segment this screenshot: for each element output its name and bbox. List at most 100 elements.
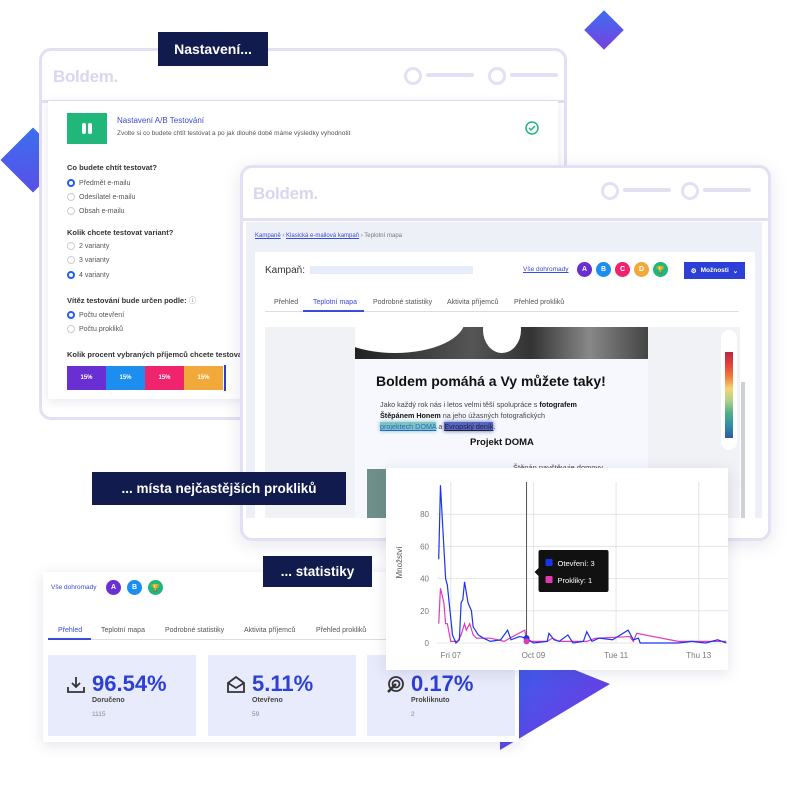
radio-clicks[interactable]: Počtu prokliků [67, 325, 123, 333]
chart-tooltip [538, 550, 609, 592]
activity-chart: 0 20 40 60 80 Fri 07 Oct 09 Tue 11 Thu 13 Množstv… [395, 482, 728, 660]
segment-a: 15% [67, 366, 106, 390]
radio-label: 4 varianty [79, 271, 110, 279]
tab-recipient-activity[interactable]: Aktivita příjemců [244, 627, 296, 634]
email-text-bold: fotografem [539, 400, 577, 409]
test-tubes-icon [67, 113, 107, 144]
campaign-label: Kampaň: [265, 265, 306, 276]
email-subhead: Projekt DOMA [470, 437, 534, 448]
tabs-divider [48, 639, 508, 640]
tab-heatmap[interactable]: Teplotní mapa [313, 299, 357, 306]
callout-stats: ... statistiky [263, 556, 372, 587]
email-text: Jako každý rok nás i letos velmi těší sp… [380, 400, 540, 409]
x-tick-label: Oct 09 [522, 651, 546, 660]
boldem-logo: Boldem. [253, 184, 318, 203]
window-control [681, 182, 753, 200]
radio-label: Počtu otevření [79, 311, 125, 319]
chevron-down-icon: ⌄ [732, 267, 739, 275]
open-envelope-icon [227, 675, 245, 693]
stat-opened: 5.11% Otevřeno 59 [208, 655, 356, 736]
stat-label: Otevřeno [252, 697, 283, 704]
y-tick-label: 20 [420, 607, 429, 616]
breadcrumb-campaign[interactable]: Klasická e-mailová kampaň [286, 233, 360, 239]
tab-overview[interactable]: Přehled [58, 627, 83, 634]
link-projekt-doma[interactable]: projektech DOMA [380, 422, 437, 431]
email-text-bold: Štěpánem Honem [380, 411, 441, 420]
radio-label: 2 varianty [79, 242, 110, 250]
radio-label: Počtu prokliků [79, 325, 123, 333]
hover-point-clicks [523, 638, 530, 645]
y-tick-label: 80 [420, 510, 429, 519]
segment-c: 15% [145, 366, 184, 390]
percent-slider[interactable]: 15% 15% 15% 15% [67, 365, 267, 391]
variant-a[interactable]: A [106, 580, 121, 595]
decor-diamond-top [584, 10, 624, 50]
chart-card: 0 20 40 60 80 Fri 07 Oct 09 Tue 11 Thu 13 Množstv… [386, 468, 728, 670]
segment-b: 15% [106, 366, 145, 390]
question-winner: Vítěz testování bude určen podle: ⓘ [67, 295, 196, 306]
stat-value: 96.54% [92, 671, 167, 696]
radio-label: Odesílatel e-mailu [79, 193, 136, 201]
active-tab-indicator [48, 638, 91, 640]
breadcrumb-campaigns[interactable]: Kampaně [255, 233, 281, 239]
breadcrumb: Kampaně › Klasická e-mailová kampaň › Te… [255, 233, 402, 239]
y-tick-label: 0 [425, 639, 430, 648]
question-percent-label: Kolik procent vybraných příjemců chcete … [67, 350, 248, 359]
campaign-name-field[interactable] [310, 266, 473, 274]
series-line-opens [438, 485, 727, 645]
options-button[interactable]: ⚙ Možnosti ⌄ [684, 262, 745, 279]
tab-heatmap[interactable]: Teplotní mapa [101, 627, 145, 634]
radio-4-variants[interactable]: 4 varianty [67, 271, 109, 279]
all-variants-link[interactable]: Vše dohromady [523, 266, 569, 273]
variant-c[interactable]: C [615, 262, 630, 277]
variant-d[interactable]: D [634, 262, 649, 277]
radio-subject[interactable]: Předmět e-mailu [67, 179, 130, 187]
tooltip-label: Prokliky: 1 [558, 576, 593, 585]
variant-b[interactable]: B [127, 580, 142, 595]
window-control [404, 67, 476, 85]
radio-label: Předmět e-mailu [79, 179, 131, 187]
question-variants: Kolik chcete testovat variant? [67, 228, 174, 237]
radio-sender[interactable]: Odesílatel e-mailu [67, 193, 135, 201]
tab-click-overview[interactable]: Přehled prokliků [514, 299, 565, 306]
radio-opens[interactable]: Počtu otevření [67, 311, 124, 319]
tooltip-swatch [545, 576, 553, 583]
email-text: . [493, 422, 496, 431]
slider-handle[interactable] [224, 365, 226, 391]
radio-label: 3 varianty [79, 256, 110, 264]
callout-clicks: ... místa nejčastějších prokliků [92, 472, 346, 505]
window-control [488, 67, 560, 85]
radio-2-variants[interactable]: 2 varianty [67, 242, 109, 250]
variant-b[interactable]: B [596, 262, 611, 277]
stat-delivered: 96.54% Doručeno 1115 [48, 655, 196, 736]
radio-3-variants[interactable]: 3 varianty [67, 256, 109, 264]
tab-click-overview[interactable]: Přehled prokliků [316, 627, 367, 634]
stat-count: 1115 [92, 711, 106, 718]
active-tab-indicator [303, 310, 364, 312]
scrollbar[interactable] [741, 382, 745, 518]
all-variants-link[interactable]: Vše dohromady [51, 584, 97, 591]
header-photo [355, 327, 648, 359]
trophy-icon[interactable]: 🏆 [148, 580, 163, 595]
tab-detailed-stats[interactable]: Podrobné statistiky [165, 627, 225, 634]
window-control [601, 182, 673, 200]
email-text: a [436, 422, 445, 431]
y-tick-label: 40 [420, 575, 429, 584]
trophy-icon[interactable]: 🏆 [653, 262, 668, 277]
radio-content[interactable]: Obsah e-mailu [67, 207, 125, 215]
tooltip-swatch [545, 559, 553, 566]
email-text: na jeho úžasných fotografických [440, 411, 545, 420]
tab-overview[interactable]: Přehled [274, 299, 299, 306]
check-circle-icon [525, 121, 539, 135]
info-icon[interactable]: ⓘ [188, 296, 197, 305]
variant-a[interactable]: A [577, 262, 592, 277]
breadcrumb-current: Teplotní mapa [364, 233, 402, 239]
x-tick-label: Fri 07 [441, 651, 462, 660]
stat-count: 59 [252, 711, 260, 718]
tab-detailed-stats[interactable]: Podrobné statistiky [373, 299, 433, 306]
link-evropsky-denik[interactable]: Evropský deník [444, 422, 494, 431]
stat-value: 0.17% [411, 671, 474, 696]
stat-label: Doručeno [92, 697, 125, 704]
tab-recipient-activity[interactable]: Aktivita příjemců [447, 299, 499, 306]
tabs-divider [265, 311, 739, 312]
